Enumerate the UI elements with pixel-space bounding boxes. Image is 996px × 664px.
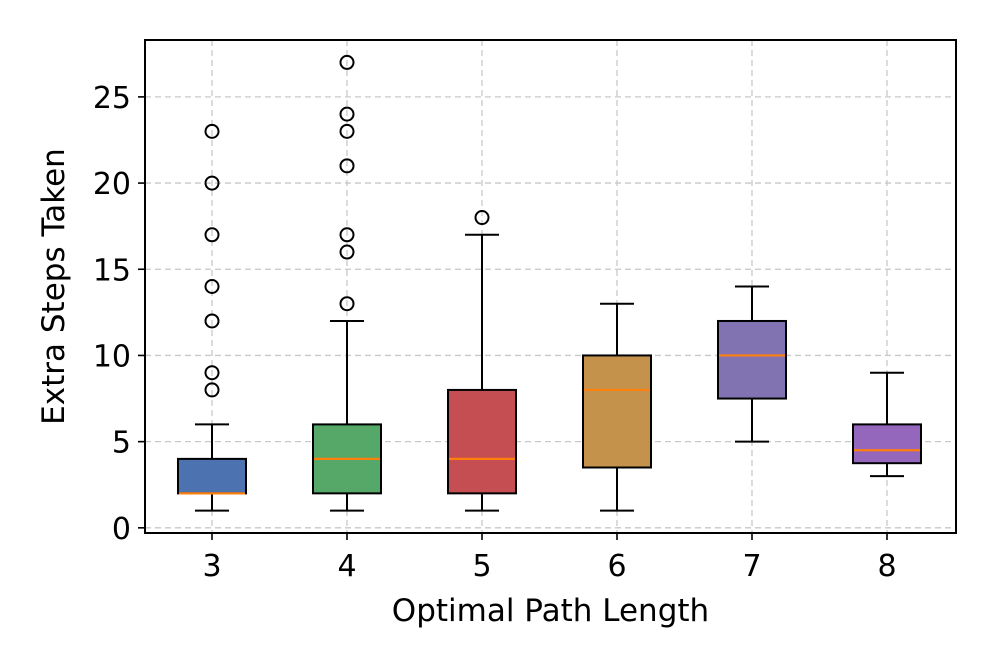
outlier-point bbox=[339, 296, 355, 312]
iqr-box bbox=[717, 319, 787, 400]
outlier-point bbox=[204, 313, 220, 329]
box-group-8 bbox=[852, 371, 922, 478]
plot-frame bbox=[144, 39, 957, 534]
outlier-point bbox=[339, 106, 355, 122]
iqr-box bbox=[582, 354, 652, 469]
y-tick-label: 25 bbox=[93, 81, 131, 116]
outlier-point bbox=[339, 227, 355, 243]
boxes bbox=[177, 54, 922, 512]
y-tick-label: 10 bbox=[93, 339, 131, 374]
box-group-4 bbox=[312, 54, 382, 512]
axis-ticks: 0 5 10 15 20 25 3 4 5 6 7 8 bbox=[93, 81, 897, 584]
x-tick-label: 5 bbox=[472, 549, 491, 584]
box-group-6 bbox=[582, 302, 652, 512]
outlier-point bbox=[204, 175, 220, 191]
grid-lines bbox=[145, 40, 956, 533]
x-tick-label: 6 bbox=[607, 549, 626, 584]
x-tick-label: 8 bbox=[877, 549, 896, 584]
iqr-box bbox=[177, 457, 247, 495]
outlier-point bbox=[204, 382, 220, 398]
outlier-point bbox=[204, 123, 220, 139]
outlier-point bbox=[339, 158, 355, 174]
box-group-5 bbox=[447, 210, 517, 512]
iqr-box bbox=[852, 423, 922, 465]
outlier-point bbox=[339, 244, 355, 260]
outlier-point bbox=[204, 279, 220, 294]
x-axis-title: Optimal Path Length bbox=[392, 593, 709, 629]
iqr-box bbox=[447, 388, 517, 495]
outlier-point bbox=[204, 227, 220, 243]
x-tick-label: 4 bbox=[337, 549, 356, 584]
y-tick-label: 0 bbox=[112, 512, 131, 547]
y-tick-label: 15 bbox=[93, 253, 131, 288]
outlier-point bbox=[204, 365, 220, 381]
y-tick-label: 5 bbox=[112, 426, 131, 461]
outlier-point bbox=[339, 54, 355, 70]
box-group-7 bbox=[717, 285, 787, 443]
outlier-point bbox=[339, 123, 355, 139]
y-tick-label: 20 bbox=[93, 167, 131, 202]
x-tick-label: 7 bbox=[742, 549, 761, 584]
box-group-3 bbox=[177, 123, 247, 512]
y-axis-title: Extra Steps Taken bbox=[36, 148, 72, 425]
x-tick-label: 3 bbox=[202, 549, 221, 584]
outlier-point bbox=[474, 210, 490, 226]
